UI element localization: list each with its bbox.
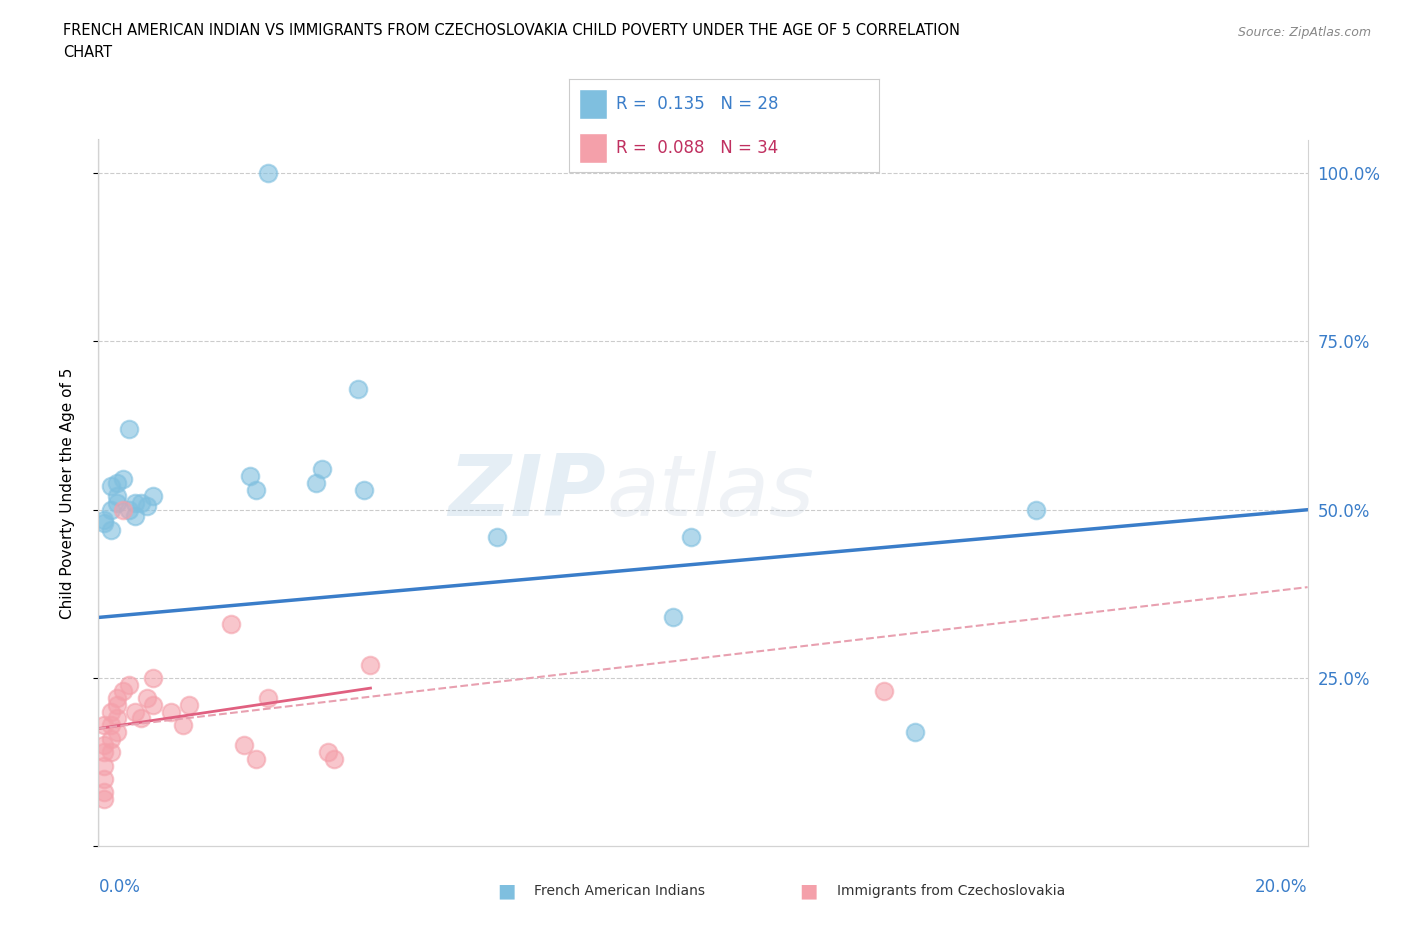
Text: FRENCH AMERICAN INDIAN VS IMMIGRANTS FROM CZECHOSLOVAKIA CHILD POVERTY UNDER THE: FRENCH AMERICAN INDIAN VS IMMIGRANTS FRO… <box>63 23 960 38</box>
Point <box>323 751 346 766</box>
Text: R =  0.135   N = 28: R = 0.135 N = 28 <box>616 95 779 113</box>
Text: R =  0.088   N = 34: R = 0.088 N = 34 <box>616 139 778 157</box>
Text: French American Indians: French American Indians <box>534 884 706 898</box>
Point <box>93 516 115 531</box>
Point <box>232 737 254 752</box>
Point <box>179 698 201 712</box>
Point <box>93 737 115 752</box>
Point <box>305 475 328 490</box>
Point <box>93 772 115 787</box>
Text: Source: ZipAtlas.com: Source: ZipAtlas.com <box>1237 26 1371 39</box>
Point <box>105 496 128 511</box>
Text: ■: ■ <box>496 882 516 900</box>
Point <box>135 691 157 706</box>
Point <box>111 502 134 517</box>
Point <box>105 724 128 739</box>
Point <box>311 462 333 477</box>
Point <box>105 698 128 712</box>
Point <box>105 475 128 490</box>
Point <box>93 512 115 527</box>
Point <box>142 489 165 504</box>
Point <box>93 718 115 733</box>
Point <box>93 785 115 800</box>
Point <box>105 711 128 725</box>
Bar <box>579 133 606 163</box>
Point <box>118 677 141 692</box>
Bar <box>579 89 606 119</box>
Point <box>100 718 122 733</box>
Point <box>100 731 122 746</box>
Point <box>93 745 115 760</box>
Y-axis label: Child Poverty Under the Age of 5: Child Poverty Under the Age of 5 <box>60 367 75 618</box>
Point <box>486 529 509 544</box>
Point <box>904 724 927 739</box>
Text: 20.0%: 20.0% <box>1256 878 1308 897</box>
Point <box>360 658 382 672</box>
Point <box>679 529 702 544</box>
Text: ■: ■ <box>799 882 818 900</box>
Point <box>105 489 128 504</box>
Point <box>124 496 146 511</box>
Point <box>142 671 165 685</box>
Point <box>111 684 134 699</box>
Point <box>256 166 278 180</box>
Point <box>316 745 339 760</box>
Point <box>245 751 267 766</box>
Point <box>135 498 157 513</box>
Point <box>100 523 122 538</box>
Point <box>129 711 152 725</box>
Point <box>347 381 370 396</box>
Point <box>142 698 165 712</box>
Point <box>245 482 267 497</box>
Text: atlas: atlas <box>606 451 814 535</box>
Text: CHART: CHART <box>63 45 112 60</box>
Point <box>100 704 122 719</box>
Point <box>129 496 152 511</box>
Point <box>118 502 141 517</box>
Point <box>118 421 141 436</box>
Point <box>172 718 194 733</box>
Text: ZIP: ZIP <box>449 451 606 535</box>
Point <box>160 704 183 719</box>
Point <box>124 509 146 524</box>
Point <box>221 617 243 631</box>
Point <box>93 791 115 806</box>
Point <box>100 502 122 517</box>
Point <box>105 691 128 706</box>
Point <box>1024 502 1046 517</box>
Point <box>100 479 122 494</box>
Point <box>100 745 122 760</box>
Text: 0.0%: 0.0% <box>98 878 141 897</box>
Text: Immigrants from Czechoslovakia: Immigrants from Czechoslovakia <box>837 884 1064 898</box>
Point <box>873 684 896 699</box>
Point <box>239 469 262 484</box>
Point <box>111 472 134 487</box>
Point <box>256 691 278 706</box>
Point <box>662 610 685 625</box>
Point <box>93 758 115 773</box>
Point <box>353 482 375 497</box>
Point <box>124 704 146 719</box>
